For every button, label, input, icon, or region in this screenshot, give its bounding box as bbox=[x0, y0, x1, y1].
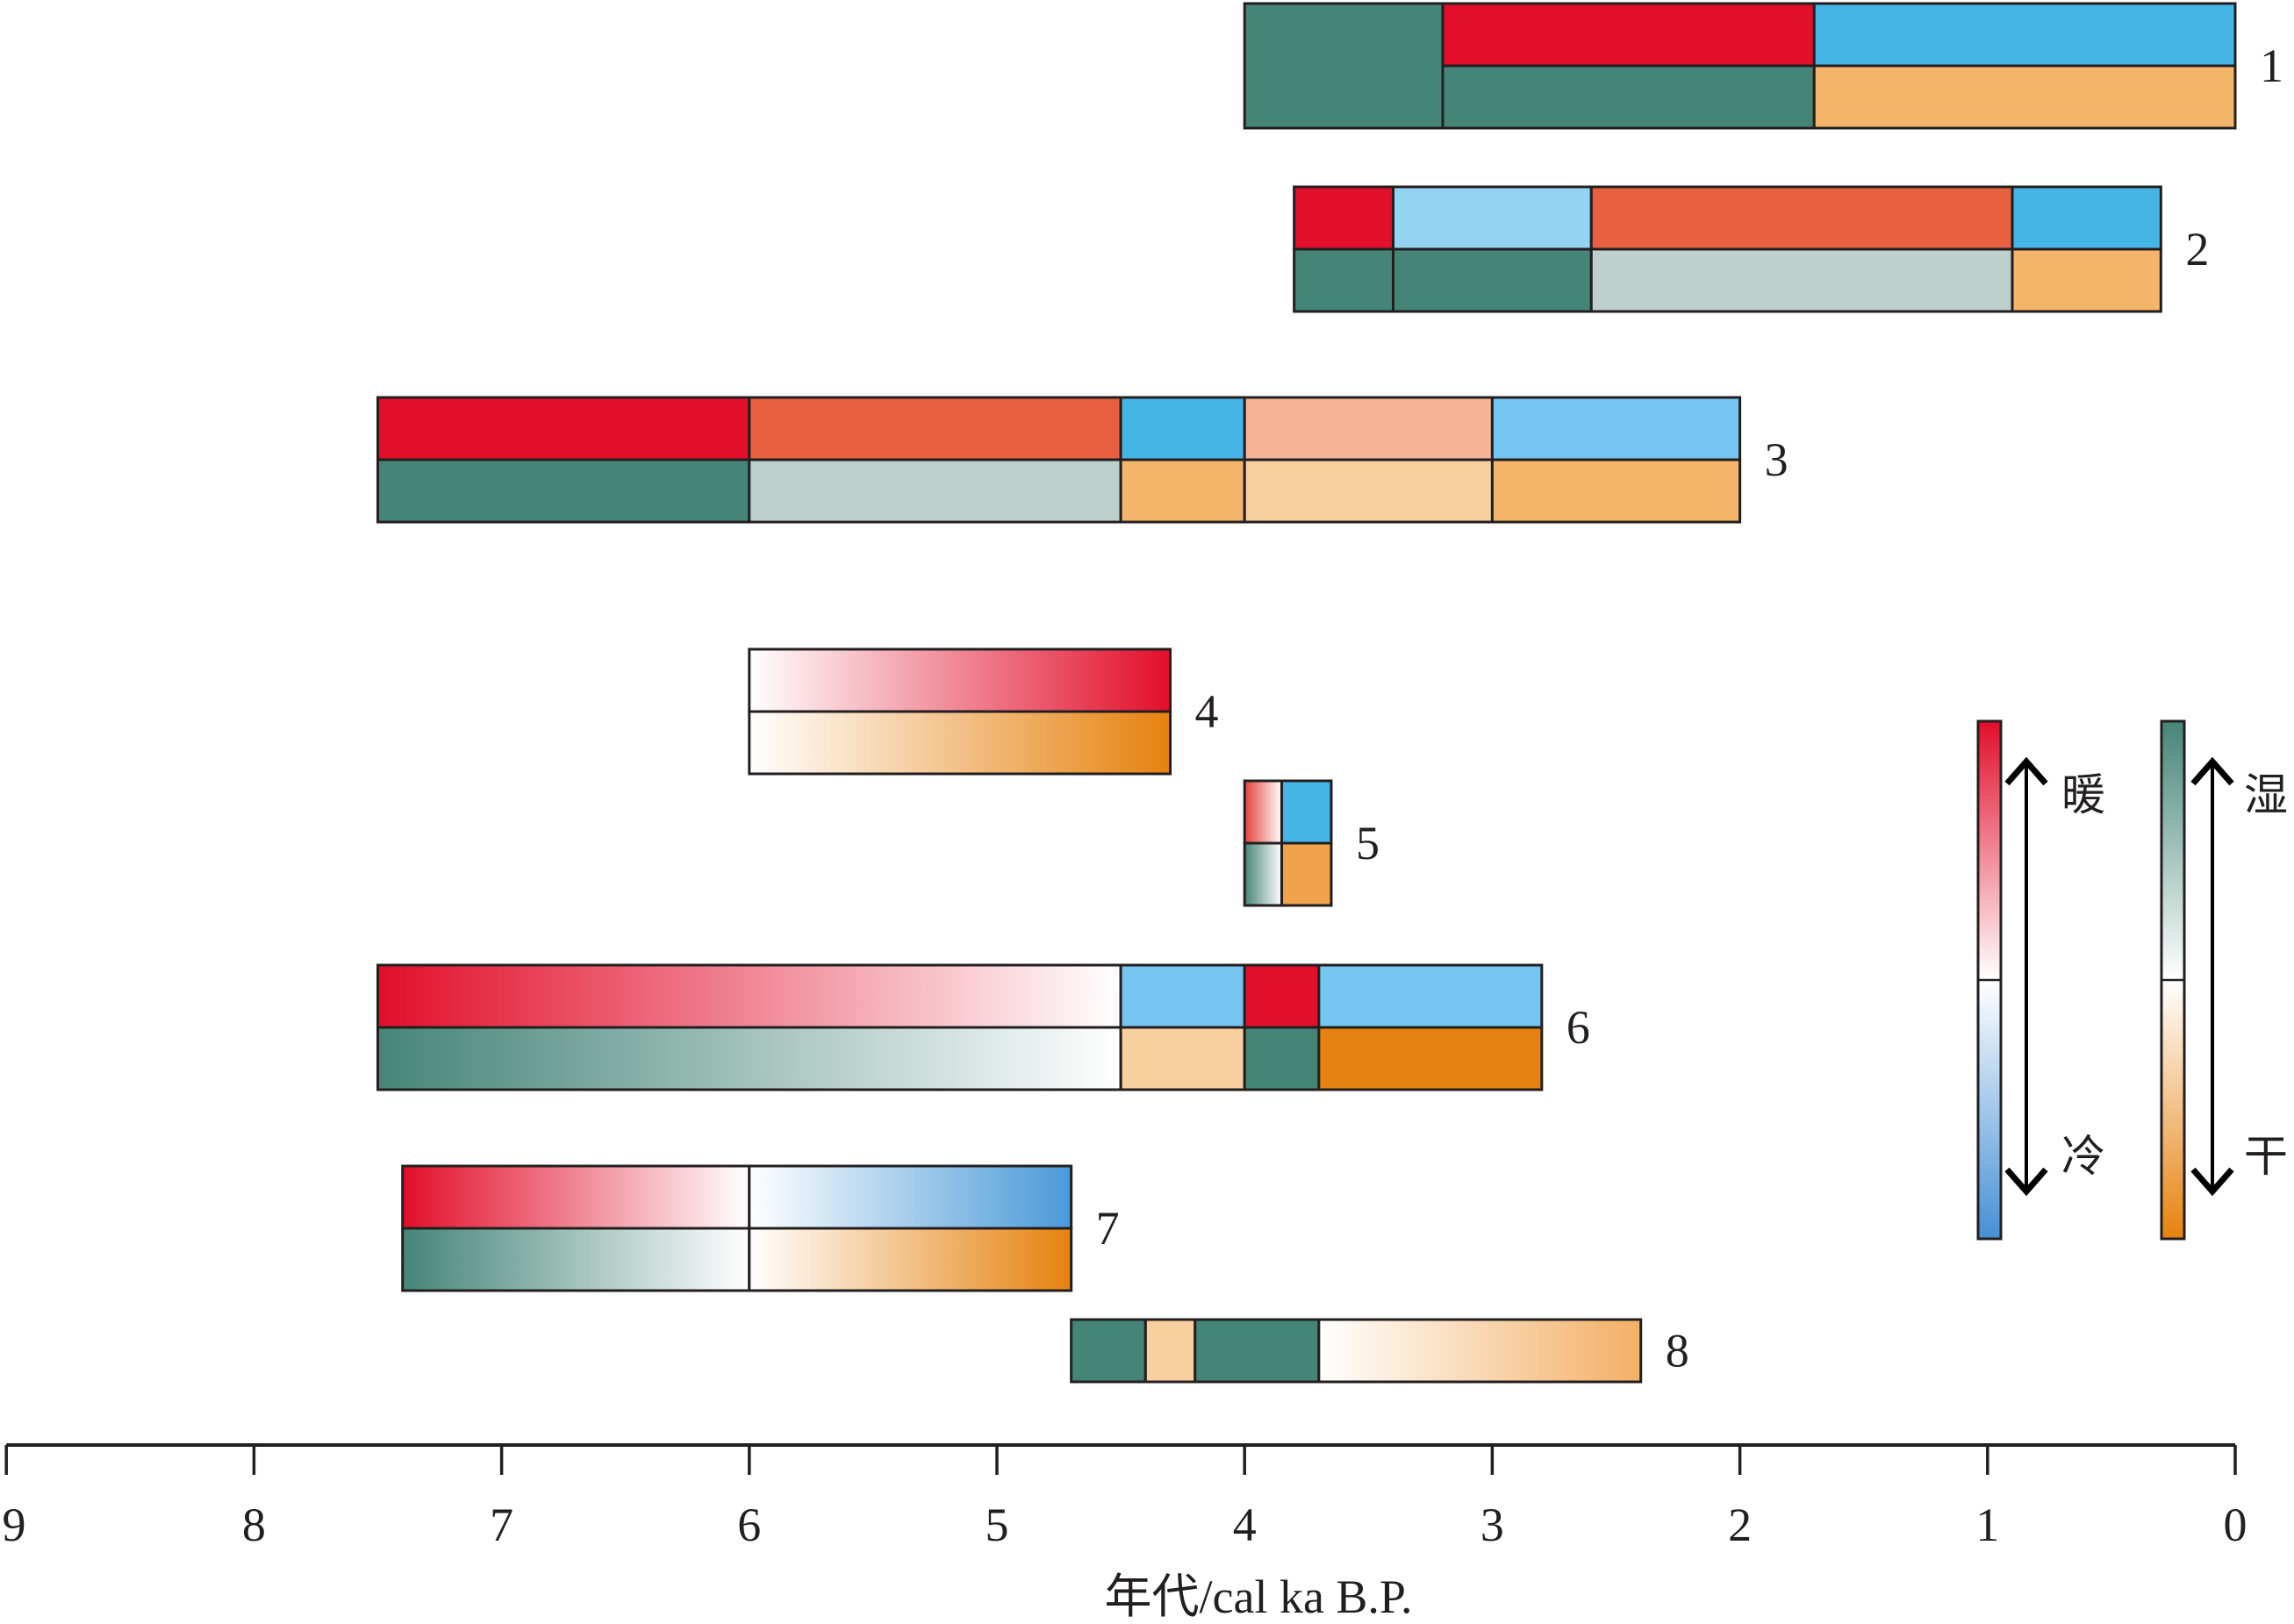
record-4: 4 bbox=[748, 647, 1219, 776]
record-6-moisture-segment bbox=[1243, 1026, 1321, 1091]
x-tick-label: 4 bbox=[1233, 1499, 1257, 1551]
record-6: 6 bbox=[376, 963, 1590, 1091]
record-7-temperature-segment bbox=[401, 1164, 751, 1230]
record-label: 6 bbox=[1566, 1001, 1590, 1054]
x-axis: 9 8 7 6 5 4 3 2 1 0 bbox=[3, 1443, 2247, 1551]
record-2-moisture-segment bbox=[1293, 247, 1395, 313]
record-8-moisture-segment bbox=[1194, 1318, 1321, 1384]
record-7-moisture-segment bbox=[401, 1227, 751, 1292]
record-1-moisture-segment bbox=[1243, 2, 1445, 130]
arrow-up-icon bbox=[2004, 756, 2048, 786]
record-8: 8 bbox=[1070, 1318, 1689, 1384]
legend-moisture: 湿 干 bbox=[2160, 719, 2288, 1241]
record-6-temperature-segment bbox=[376, 963, 1122, 1029]
legend-moisture-bottom-label: 干 bbox=[2244, 1132, 2288, 1181]
record-5: 5 bbox=[1243, 779, 1380, 907]
record-2-temperature-segment bbox=[1392, 185, 1593, 251]
record-2-temperature-segment bbox=[2011, 185, 2162, 251]
record-7-moisture-segment bbox=[748, 1227, 1073, 1292]
record-3-temperature-segment bbox=[376, 396, 751, 461]
record-2-temperature-segment bbox=[1293, 185, 1395, 251]
record-3-temperature-segment bbox=[1490, 396, 1742, 461]
x-tick-label: 3 bbox=[1480, 1499, 1504, 1551]
record-1-temperature-segment bbox=[1441, 2, 1816, 68]
record-6-moisture-segment bbox=[376, 1026, 1122, 1091]
x-tick-label: 6 bbox=[737, 1499, 761, 1551]
records: 1 2 3 4 5 6 7 8 bbox=[376, 2, 2283, 1384]
record-3-temperature-segment bbox=[1119, 396, 1246, 461]
record-7: 7 bbox=[401, 1164, 1120, 1292]
record-1: 1 bbox=[1243, 2, 2283, 130]
record-4-temperature-segment bbox=[748, 647, 1172, 713]
record-3-moisture-segment bbox=[376, 458, 751, 524]
arrow-down-icon bbox=[2004, 1167, 2048, 1197]
x-tick-label: 9 bbox=[3, 1499, 26, 1551]
x-tick-label: 0 bbox=[2224, 1499, 2247, 1551]
record-3-moisture-segment bbox=[748, 458, 1122, 524]
record-8-moisture-segment bbox=[1143, 1318, 1197, 1384]
record-2-moisture-segment bbox=[1392, 247, 1593, 313]
record-label: 1 bbox=[2260, 39, 2283, 92]
legend-moisture-top-label: 湿 bbox=[2244, 770, 2288, 819]
x-tick-label: 7 bbox=[490, 1499, 513, 1551]
record-2-moisture-segment bbox=[1589, 247, 2014, 313]
record-1-temperature-segment bbox=[1812, 2, 2237, 68]
arrow-down-icon bbox=[2190, 1167, 2234, 1197]
record-6-temperature-segment bbox=[1119, 963, 1246, 1029]
record-label: 5 bbox=[1356, 817, 1380, 869]
record-5-temperature-segment bbox=[1243, 779, 1284, 845]
record-6-temperature-segment bbox=[1317, 963, 1544, 1029]
record-label: 4 bbox=[1195, 685, 1219, 738]
x-axis-title: 年代/cal ka B.P. bbox=[1105, 1570, 1413, 1623]
x-tick-label: 1 bbox=[1975, 1499, 1999, 1551]
record-5-moisture-segment bbox=[1243, 841, 1284, 907]
record-3-temperature-segment bbox=[748, 396, 1122, 461]
record-3: 3 bbox=[376, 396, 1789, 524]
record-6-moisture-segment bbox=[1317, 1026, 1544, 1091]
record-3-moisture-segment bbox=[1243, 458, 1494, 524]
record-2-moisture-segment bbox=[2011, 247, 2162, 313]
record-6-moisture-segment bbox=[1119, 1026, 1246, 1091]
record-5-temperature-segment bbox=[1280, 779, 1333, 845]
record-label: 8 bbox=[1666, 1325, 1689, 1377]
record-8-moisture-segment bbox=[1070, 1318, 1147, 1384]
record-1-moisture-segment bbox=[1441, 64, 1816, 130]
record-label: 7 bbox=[1096, 1202, 1120, 1255]
record-1-moisture-segment bbox=[1812, 64, 2237, 130]
record-8-moisture-segment bbox=[1317, 1318, 1643, 1384]
x-tick-label: 5 bbox=[986, 1499, 1009, 1551]
legend-temperature-bottom-label: 冷 bbox=[2061, 1132, 2105, 1181]
record-2-temperature-segment bbox=[1589, 185, 2014, 251]
legend-temperature: 暖 冷 bbox=[1976, 719, 2105, 1241]
x-tick-label: 8 bbox=[242, 1499, 266, 1551]
record-4-moisture-segment bbox=[748, 710, 1172, 776]
record-3-moisture-segment bbox=[1119, 458, 1246, 524]
record-label: 2 bbox=[2185, 223, 2209, 275]
legend-temperature-top-label: 暖 bbox=[2061, 770, 2105, 819]
record-7-temperature-segment bbox=[748, 1164, 1073, 1230]
record-5-moisture-segment bbox=[1280, 841, 1333, 907]
record-label: 3 bbox=[1765, 433, 1789, 486]
record-2: 2 bbox=[1293, 185, 2209, 313]
x-tick-label: 2 bbox=[1728, 1499, 1752, 1551]
record-6-temperature-segment bbox=[1243, 963, 1321, 1029]
record-3-moisture-segment bbox=[1490, 458, 1742, 524]
record-3-temperature-segment bbox=[1243, 396, 1494, 461]
arrow-up-icon bbox=[2190, 756, 2234, 786]
